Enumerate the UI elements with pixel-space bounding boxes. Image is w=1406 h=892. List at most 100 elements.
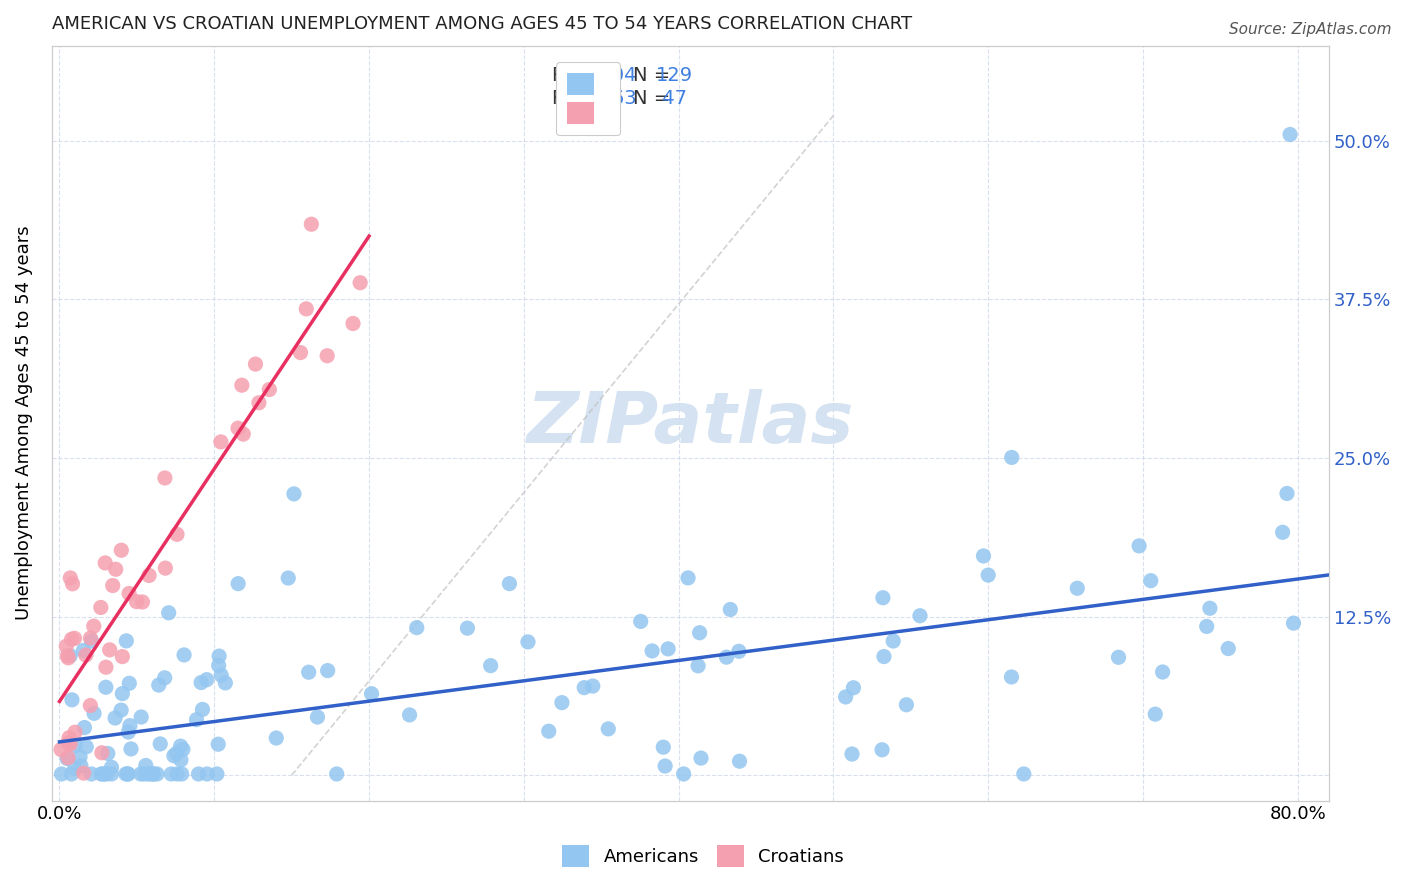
Point (142, 767, 165, 781)
Point (657, 641, 679, 656)
Point (307, 710, 329, 724)
Point (166, 767, 188, 781)
Point (1012, 767, 1035, 781)
Legend: , : , (557, 62, 620, 136)
Point (94, 680, 117, 694)
Point (169, 739, 191, 753)
Point (70, 759, 93, 773)
Point (51, 767, 73, 781)
Point (226, 421, 249, 435)
Point (132, 767, 155, 781)
Point (59, 648, 82, 663)
Point (115, 633, 138, 648)
Point (166, 527, 188, 541)
Point (207, 737, 229, 751)
Point (65, 739, 87, 753)
Text: AMERICAN VS CROATIAN UNEMPLOYMENT AMONG AGES 45 TO 54 YEARS CORRELATION CHART: AMERICAN VS CROATIAN UNEMPLOYMENT AMONG … (52, 15, 912, 33)
Point (125, 594, 148, 608)
Point (90, 746, 112, 760)
Point (173, 648, 195, 662)
Point (90, 767, 112, 781)
Point (1271, 525, 1294, 540)
Point (716, 650, 738, 665)
Point (195, 767, 218, 781)
Point (1139, 574, 1161, 588)
Text: N =: N = (633, 89, 671, 108)
Point (165, 747, 187, 761)
Legend: Americans, Croatians: Americans, Croatians (554, 838, 852, 874)
Point (72, 643, 94, 657)
Point (208, 658, 231, 673)
Point (172, 742, 194, 756)
Point (163, 748, 186, 763)
Point (1066, 581, 1088, 595)
Point (517, 635, 540, 649)
Point (56, 751, 79, 765)
Point (598, 722, 620, 736)
Point (83, 706, 105, 721)
Point (170, 753, 193, 767)
Point (191, 702, 214, 716)
Point (83, 619, 105, 633)
Point (245, 357, 267, 371)
Point (94, 660, 117, 674)
Point (93, 767, 115, 781)
Point (60, 767, 83, 781)
Point (117, 767, 139, 781)
Point (131, 595, 153, 609)
Point (118, 586, 141, 600)
Point (1279, 128, 1302, 142)
Point (96, 767, 118, 781)
Point (1108, 650, 1130, 665)
Point (342, 317, 364, 331)
Point (1128, 539, 1150, 553)
Point (148, 678, 170, 692)
Point (872, 591, 894, 605)
Point (142, 767, 165, 781)
Point (1282, 616, 1305, 631)
Point (295, 301, 318, 316)
Point (104, 562, 127, 576)
Point (73, 721, 96, 735)
Point (676, 571, 699, 585)
Point (153, 671, 176, 685)
Text: R =: R = (553, 89, 595, 108)
Point (90, 600, 112, 615)
Point (73, 766, 96, 780)
Point (155, 561, 177, 575)
Point (79, 631, 101, 645)
Point (118, 718, 141, 732)
Point (231, 378, 253, 392)
Text: 129: 129 (655, 66, 693, 86)
Point (75, 739, 97, 754)
Point (325, 767, 347, 781)
Point (728, 644, 751, 658)
Point (195, 673, 218, 687)
Point (479, 658, 502, 673)
Point (551, 696, 574, 710)
Point (316, 664, 339, 678)
Point (153, 471, 176, 485)
Point (977, 568, 1000, 582)
Point (58, 651, 80, 665)
Point (101, 578, 124, 592)
Point (247, 396, 270, 410)
Point (100, 767, 122, 781)
Point (129, 767, 152, 781)
Point (841, 747, 863, 761)
Text: 0.404: 0.404 (582, 66, 637, 86)
Point (1199, 601, 1222, 615)
Point (398, 707, 420, 722)
Point (232, 427, 254, 442)
Point (63, 632, 86, 646)
Point (59, 571, 82, 585)
Point (456, 621, 478, 635)
Point (60, 632, 83, 647)
Point (111, 649, 134, 664)
Point (537, 724, 560, 739)
Point (214, 676, 236, 690)
Point (59, 737, 82, 751)
Point (104, 711, 127, 725)
Point (972, 549, 994, 563)
Point (896, 698, 918, 712)
